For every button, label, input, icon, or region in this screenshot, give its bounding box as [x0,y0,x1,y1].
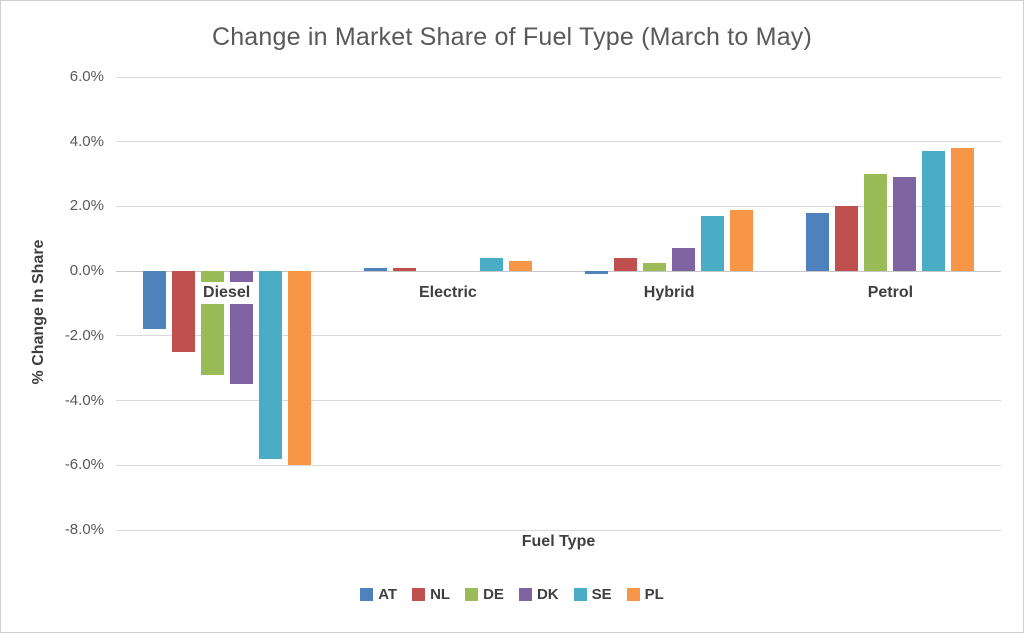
bar-electric-at [363,267,387,272]
plot-area: Diesel Electric Hybrid Petrol [116,76,1001,531]
gridline [116,205,1001,207]
legend-swatch-de [465,588,479,601]
x-axis-title: Fuel Type [521,533,596,550]
bar-hybrid-pl [730,209,754,272]
legend-label: AT [378,586,398,603]
gridline [116,464,1001,466]
legend-item-nl: NL [412,586,450,603]
y-tick-label: -6.0% [64,456,104,474]
chart-title: Change in Market Share of Fuel Type (Mar… [211,23,813,51]
bar-diesel-pl [287,271,311,466]
gridline [116,529,1001,531]
bar-petrol-de [864,174,888,272]
bar-petrol-nl [835,206,859,272]
y-tick-label: 2.0% [69,197,104,215]
bar-hybrid-dk [672,248,696,272]
y-tick-label: -8.0% [64,521,104,538]
legend-swatch-dk [518,588,532,601]
legend-item-pl: PL [626,586,664,603]
category-label-diesel: Diesel [199,282,255,305]
bar-hybrid-nl [614,258,638,272]
legend-item-at: AT [360,586,397,603]
legend: AT NL DE DK SE PL [1,586,1023,603]
legend-swatch-nl [412,588,426,601]
gridline [116,400,1001,402]
legend-item-dk: DK [518,586,559,603]
category-label-hybrid: Hybrid [639,282,699,305]
legend-item-de: DE [465,586,504,603]
bar-petrol-dk [893,177,917,272]
bar-petrol-at [806,212,830,272]
legend-label: DE [483,586,504,603]
bar-hybrid-de [643,263,667,272]
category-label-petrol: Petrol [863,282,918,305]
bar-diesel-at [142,271,166,330]
y-axis-title: % Change In Share [30,239,47,385]
bar-diesel-se [258,271,282,459]
category-label-electric: Electric [414,282,481,305]
gridline [116,141,1001,143]
gridline [116,76,1001,78]
legend-label: NL [430,586,451,603]
y-tick-label: -2.0% [64,326,104,344]
bar-electric-se [479,258,503,272]
legend-item-se: SE [573,586,612,603]
legend-label: SE [591,586,612,603]
legend-swatch-se [573,588,587,601]
y-tick-label: 4.0% [69,132,104,150]
legend-swatch-pl [626,588,640,601]
y-tick-label: 0.0% [69,262,104,280]
legend-swatch-at [360,588,374,601]
gridline [116,335,1001,337]
bar-diesel-nl [171,271,195,353]
bar-petrol-se [922,151,946,272]
bar-petrol-pl [951,148,975,272]
legend-label: PL [644,586,664,603]
zero-axis-line [116,270,1001,272]
y-tick-label: -4.0% [64,391,104,409]
bar-electric-nl [392,267,416,272]
bar-hybrid-se [701,216,725,272]
legend-label: DK [536,586,559,603]
y-tick-label: 6.0% [69,68,104,85]
bar-hybrid-at [585,271,609,275]
bar-electric-pl [508,261,532,272]
